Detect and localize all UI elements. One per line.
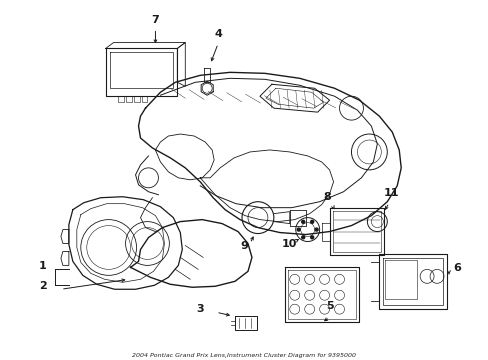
- Text: 3: 3: [196, 304, 203, 314]
- Text: 7: 7: [151, 15, 159, 24]
- Text: 11: 11: [383, 188, 398, 198]
- Text: 2: 2: [39, 281, 47, 291]
- Text: 8: 8: [323, 192, 331, 202]
- Text: 9: 9: [240, 242, 247, 252]
- Circle shape: [297, 228, 300, 231]
- Text: 6: 6: [452, 264, 460, 273]
- Text: 4: 4: [214, 28, 222, 39]
- Text: 1: 1: [39, 261, 47, 271]
- Circle shape: [310, 220, 313, 223]
- Text: 5: 5: [325, 301, 333, 311]
- Circle shape: [301, 220, 304, 223]
- Circle shape: [314, 228, 318, 231]
- Text: 10: 10: [282, 239, 297, 249]
- Circle shape: [301, 236, 304, 239]
- Text: 2004 Pontiac Grand Prix Lens,Instrument Cluster Diagram for 9395000: 2004 Pontiac Grand Prix Lens,Instrument …: [132, 353, 355, 358]
- Circle shape: [310, 236, 313, 239]
